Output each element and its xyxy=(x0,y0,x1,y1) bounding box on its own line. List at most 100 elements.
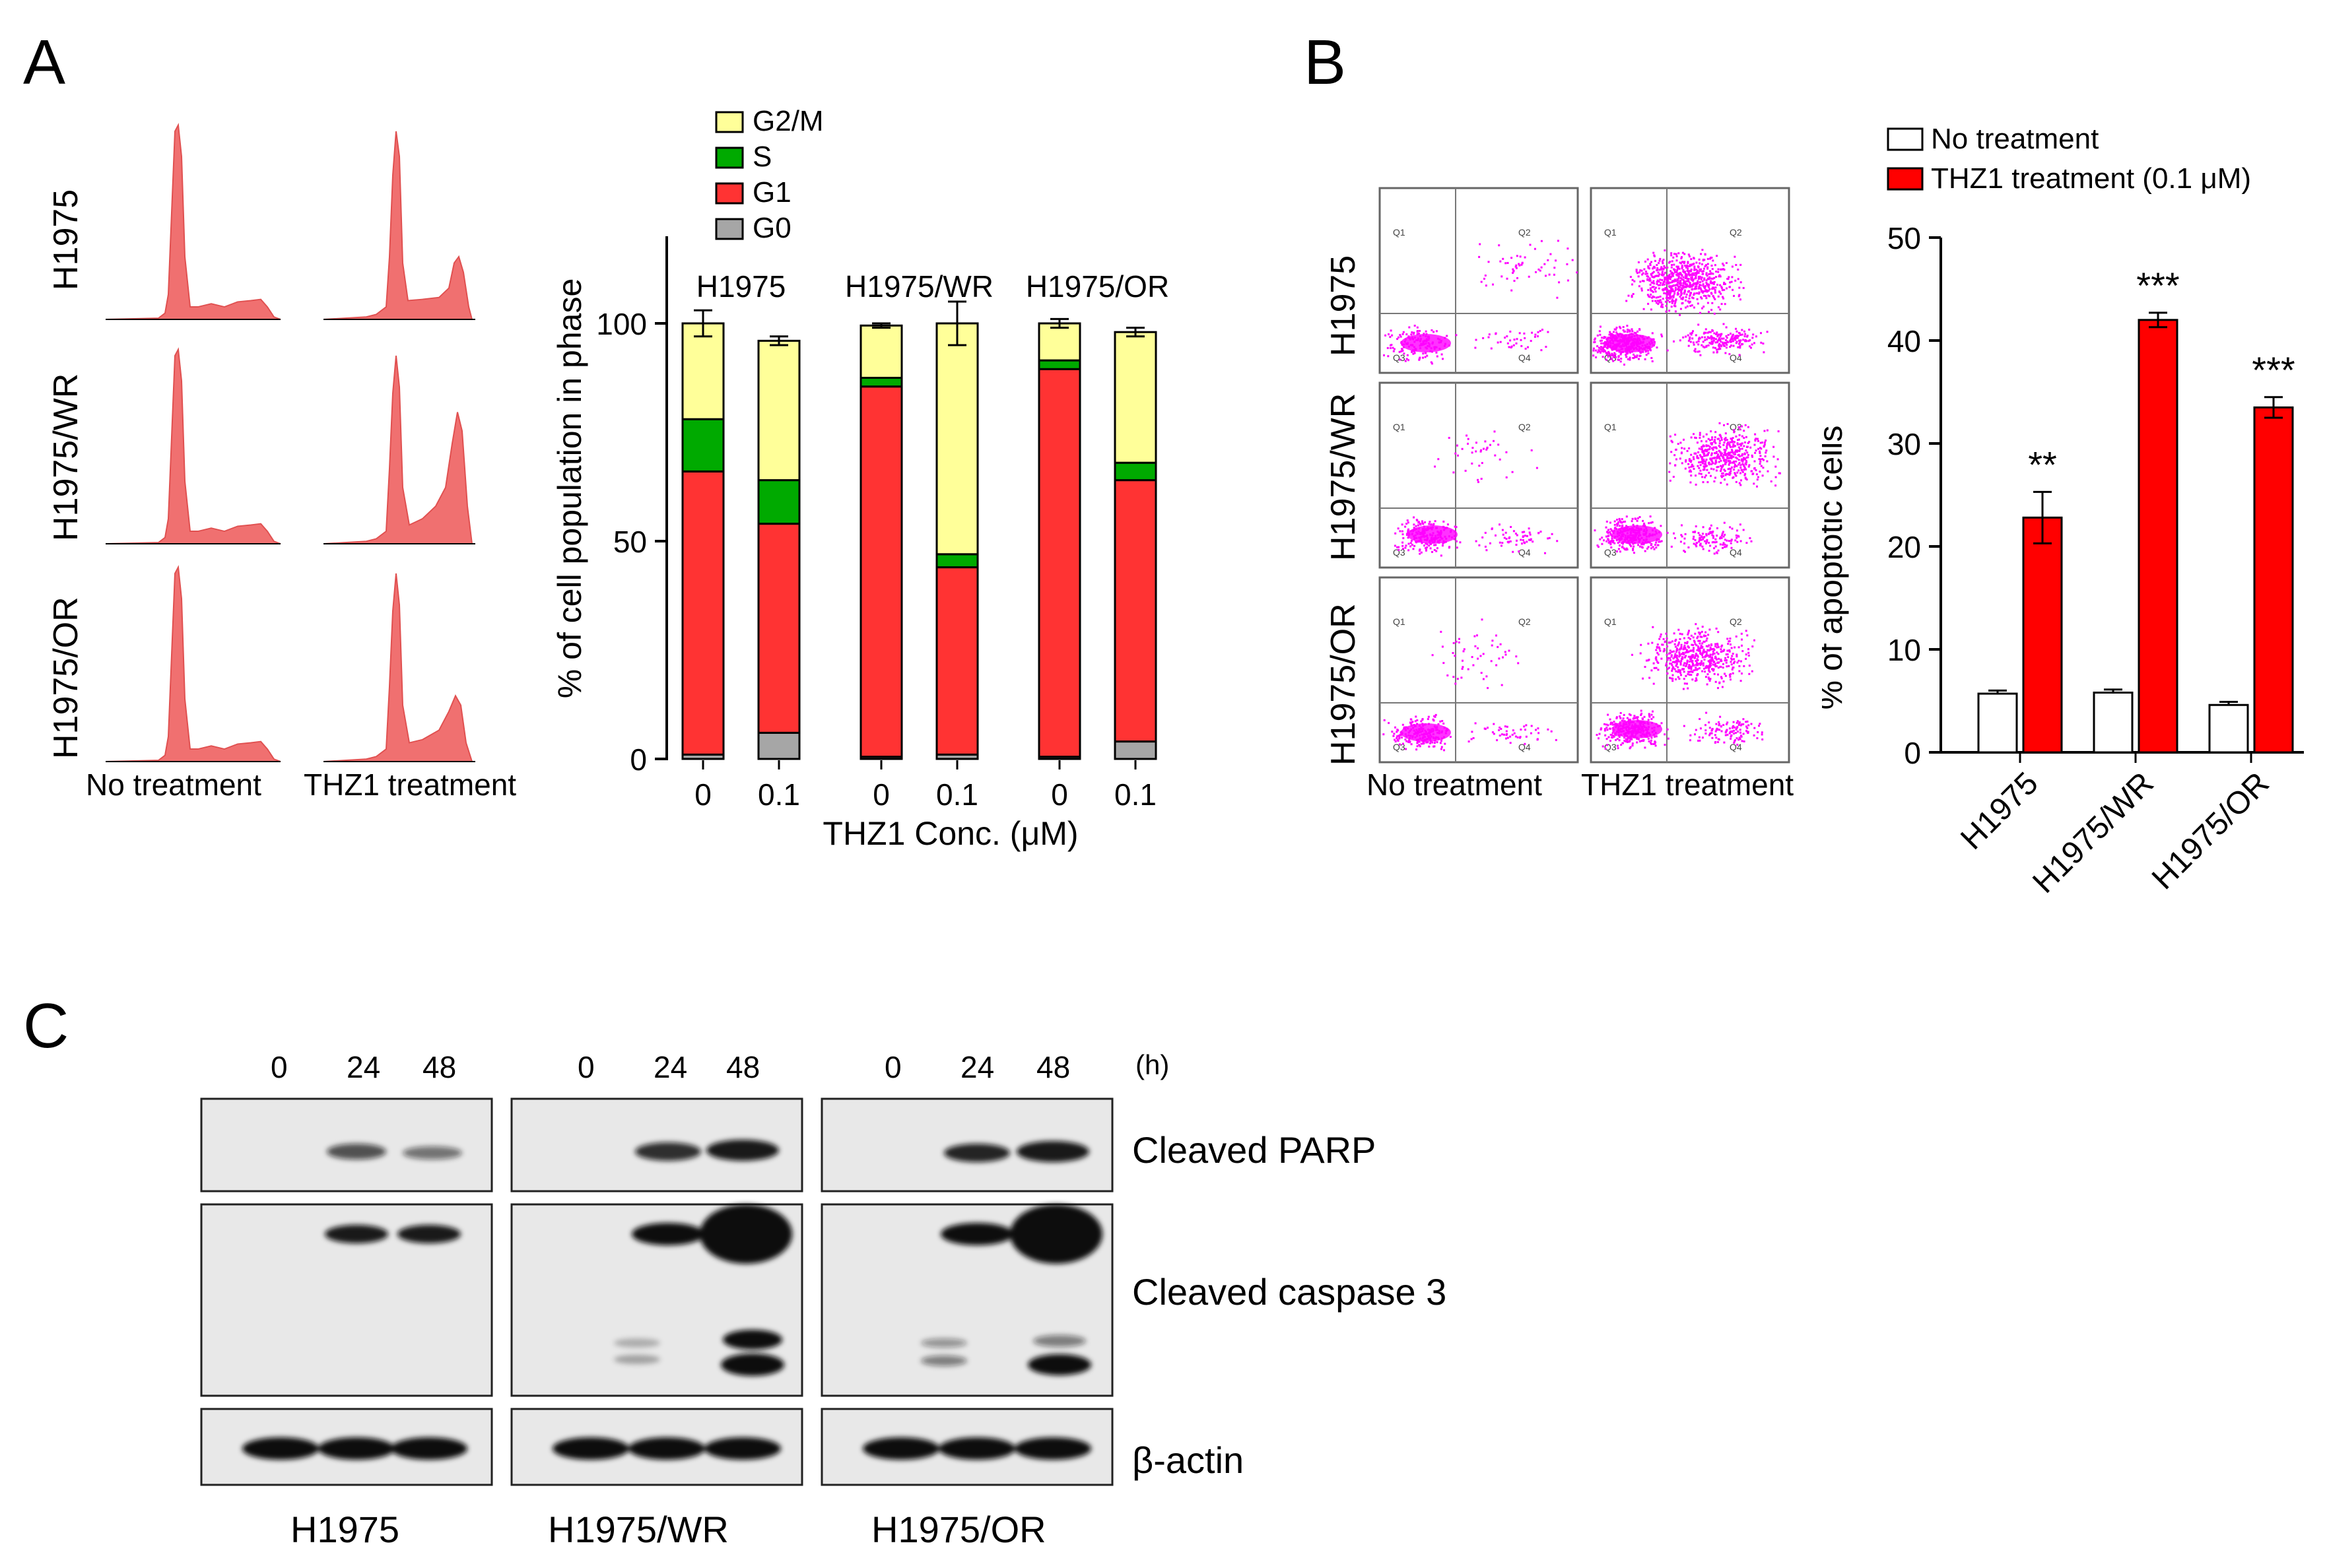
hist-col-label-1: No treatment xyxy=(86,768,261,802)
band-parp-1-48 xyxy=(403,1146,462,1160)
panel-label-a: A xyxy=(23,27,66,98)
stack-x-label: THZ1 Conc. (μM) xyxy=(823,815,1078,852)
apo-bar-1-1 xyxy=(2138,319,2178,754)
apo-legend-swatch-1 xyxy=(1887,167,1924,191)
band-actin-3-0 xyxy=(863,1437,939,1460)
band-casp-3-24 xyxy=(941,1223,1013,1245)
stack-axes: 0 50 100 H1975 H1975/WR H1975/OR 0 0.1 0 0.1 0 0.1 xyxy=(596,236,1169,812)
flow-quadrant-3-0: Q1 xyxy=(1604,422,1617,432)
hist-col-label-2: THZ1 treatment xyxy=(304,768,517,802)
stack-bar-5-g1 xyxy=(1114,479,1157,743)
apo-legend-label-1: THZ1 treatment (0.1 μM) xyxy=(1931,162,2251,195)
stack-xtick-5: 0.1 xyxy=(1114,777,1157,812)
hist-row-label-3: H1975/OR xyxy=(47,597,85,759)
stack-bar-5-g0 xyxy=(1114,740,1157,760)
apo-bar-2-1 xyxy=(2253,406,2294,754)
flow-quadrant-0-3: Q4 xyxy=(1518,352,1531,363)
blot-cell-line-3: H1975/OR xyxy=(871,1509,1046,1550)
flow-quadrant-2-0: Q1 xyxy=(1393,422,1405,432)
blot-label-parp: Cleaved PARP xyxy=(1132,1129,1376,1171)
stack-legend-swatch-1 xyxy=(715,147,744,169)
stack-bar-3-g1 xyxy=(935,566,979,756)
stack-xtick-1: 0.1 xyxy=(758,777,800,812)
hist-or-thz1 xyxy=(323,573,473,762)
stack-legend-label-1: S xyxy=(753,141,772,173)
apo-legend: No treatment THZ1 treatment (0.1 μM) xyxy=(1887,123,2251,195)
blot-label-caspase: Cleaved caspase 3 xyxy=(1132,1271,1447,1313)
apo-bars: ******** xyxy=(1977,265,2295,754)
apo-sig-2: *** xyxy=(2252,349,2295,391)
hist-h1975-none xyxy=(105,124,281,320)
stack-legend-swatch-0 xyxy=(715,111,744,133)
tp-3-0: 0 xyxy=(885,1050,902,1084)
stack-bar-4-g1 xyxy=(1038,368,1081,758)
stack-bars xyxy=(681,322,1157,760)
stack-group-label-0: H1975 xyxy=(696,269,786,304)
blot-cell-line-2: H1975/WR xyxy=(548,1509,729,1550)
flow-quadrant-4-0: Q1 xyxy=(1393,616,1405,627)
apo-ytick-2: 20 xyxy=(1887,530,1921,564)
flow-quadrant-1-1: Q2 xyxy=(1730,227,1742,238)
panel-label-b: B xyxy=(1304,27,1347,98)
stack-bar-3-s xyxy=(935,553,979,569)
flow-quadrant-0-2: Q3 xyxy=(1393,352,1405,363)
stack-bar-3-g2m xyxy=(935,322,979,556)
apo-sig-0: ** xyxy=(2028,443,2057,485)
flow-col-label-2: THZ1 treatment xyxy=(1581,768,1794,802)
band-casp-2-48-low2 xyxy=(721,1354,784,1376)
stack-bar-2-s xyxy=(860,377,903,388)
band-actin-2-24 xyxy=(628,1437,705,1460)
apo-ytick-3: 30 xyxy=(1887,427,1921,461)
hist-h1975-thz1 xyxy=(323,131,473,320)
apo-ytick-5: 50 xyxy=(1887,221,1921,255)
flow-quadrant-1-0: Q1 xyxy=(1604,227,1617,238)
band-actin-1-24 xyxy=(318,1437,395,1460)
band-casp-3-24-low2 xyxy=(921,1356,967,1366)
band-parp-3-48 xyxy=(1017,1141,1089,1162)
apo-bar-1-0 xyxy=(2093,692,2134,754)
tp-2-24: 24 xyxy=(654,1050,688,1084)
hist-row-label-2: H1975/WR xyxy=(47,373,85,541)
apo-ytick-4: 40 xyxy=(1887,324,1921,358)
flow-quadrant-5-3: Q4 xyxy=(1730,742,1742,752)
stack-bar-2-g2m xyxy=(860,324,903,379)
blot-label-actin: β-actin xyxy=(1132,1439,1244,1481)
stack-bar-0-g2m xyxy=(681,322,725,420)
apo-xtick-2: H1975/OR xyxy=(2145,766,2276,896)
band-actin-3-24 xyxy=(939,1437,1015,1460)
flow-core-4 xyxy=(1401,723,1451,742)
flow-row-label-3: H1975/OR xyxy=(1324,603,1363,766)
band-parp-2-24 xyxy=(635,1142,701,1161)
flow-core-1 xyxy=(1605,334,1656,352)
band-casp-2-48 xyxy=(700,1204,792,1264)
hist-or-none xyxy=(105,566,281,762)
flow-quadrant-0-0: Q1 xyxy=(1393,227,1405,238)
tp-2-48: 48 xyxy=(726,1050,760,1084)
flow-quadrant-2-1: Q2 xyxy=(1518,422,1531,432)
stack-bar-2-g1 xyxy=(860,385,903,758)
stack-xtick-3: 0.1 xyxy=(936,777,978,812)
tp-1-24: 24 xyxy=(347,1050,381,1084)
tp-1-0: 0 xyxy=(271,1050,288,1084)
time-unit: (h) xyxy=(1135,1049,1170,1080)
flow-core-3 xyxy=(1612,525,1662,544)
stack-legend-swatch-3 xyxy=(715,218,744,240)
tp-1-48: 48 xyxy=(422,1050,457,1084)
band-casp-2-24-low1 xyxy=(614,1338,660,1348)
apoptosis-bar-chart: No treatment THZ1 treatment (0.1 μM) 0 10 2… xyxy=(1822,123,2304,900)
tp-3-24: 24 xyxy=(961,1050,995,1084)
apo-ytick-0: 0 xyxy=(1904,736,1921,770)
flow-quadrant-5-2: Q3 xyxy=(1604,742,1617,752)
panel-label-c: C xyxy=(23,991,69,1061)
stack-errors xyxy=(694,300,1145,346)
stack-y-label: % of cell population in phase xyxy=(551,278,588,699)
apo-sig-1: *** xyxy=(2136,265,2179,306)
stack-xtick-2: 0 xyxy=(873,777,890,812)
apo-bar-0-0 xyxy=(1977,692,2018,754)
flow-quadrant-4-3: Q4 xyxy=(1518,742,1531,752)
flow-quadrant-4-1: Q2 xyxy=(1518,616,1531,627)
stack-legend-label-0: G2/M xyxy=(753,105,824,137)
